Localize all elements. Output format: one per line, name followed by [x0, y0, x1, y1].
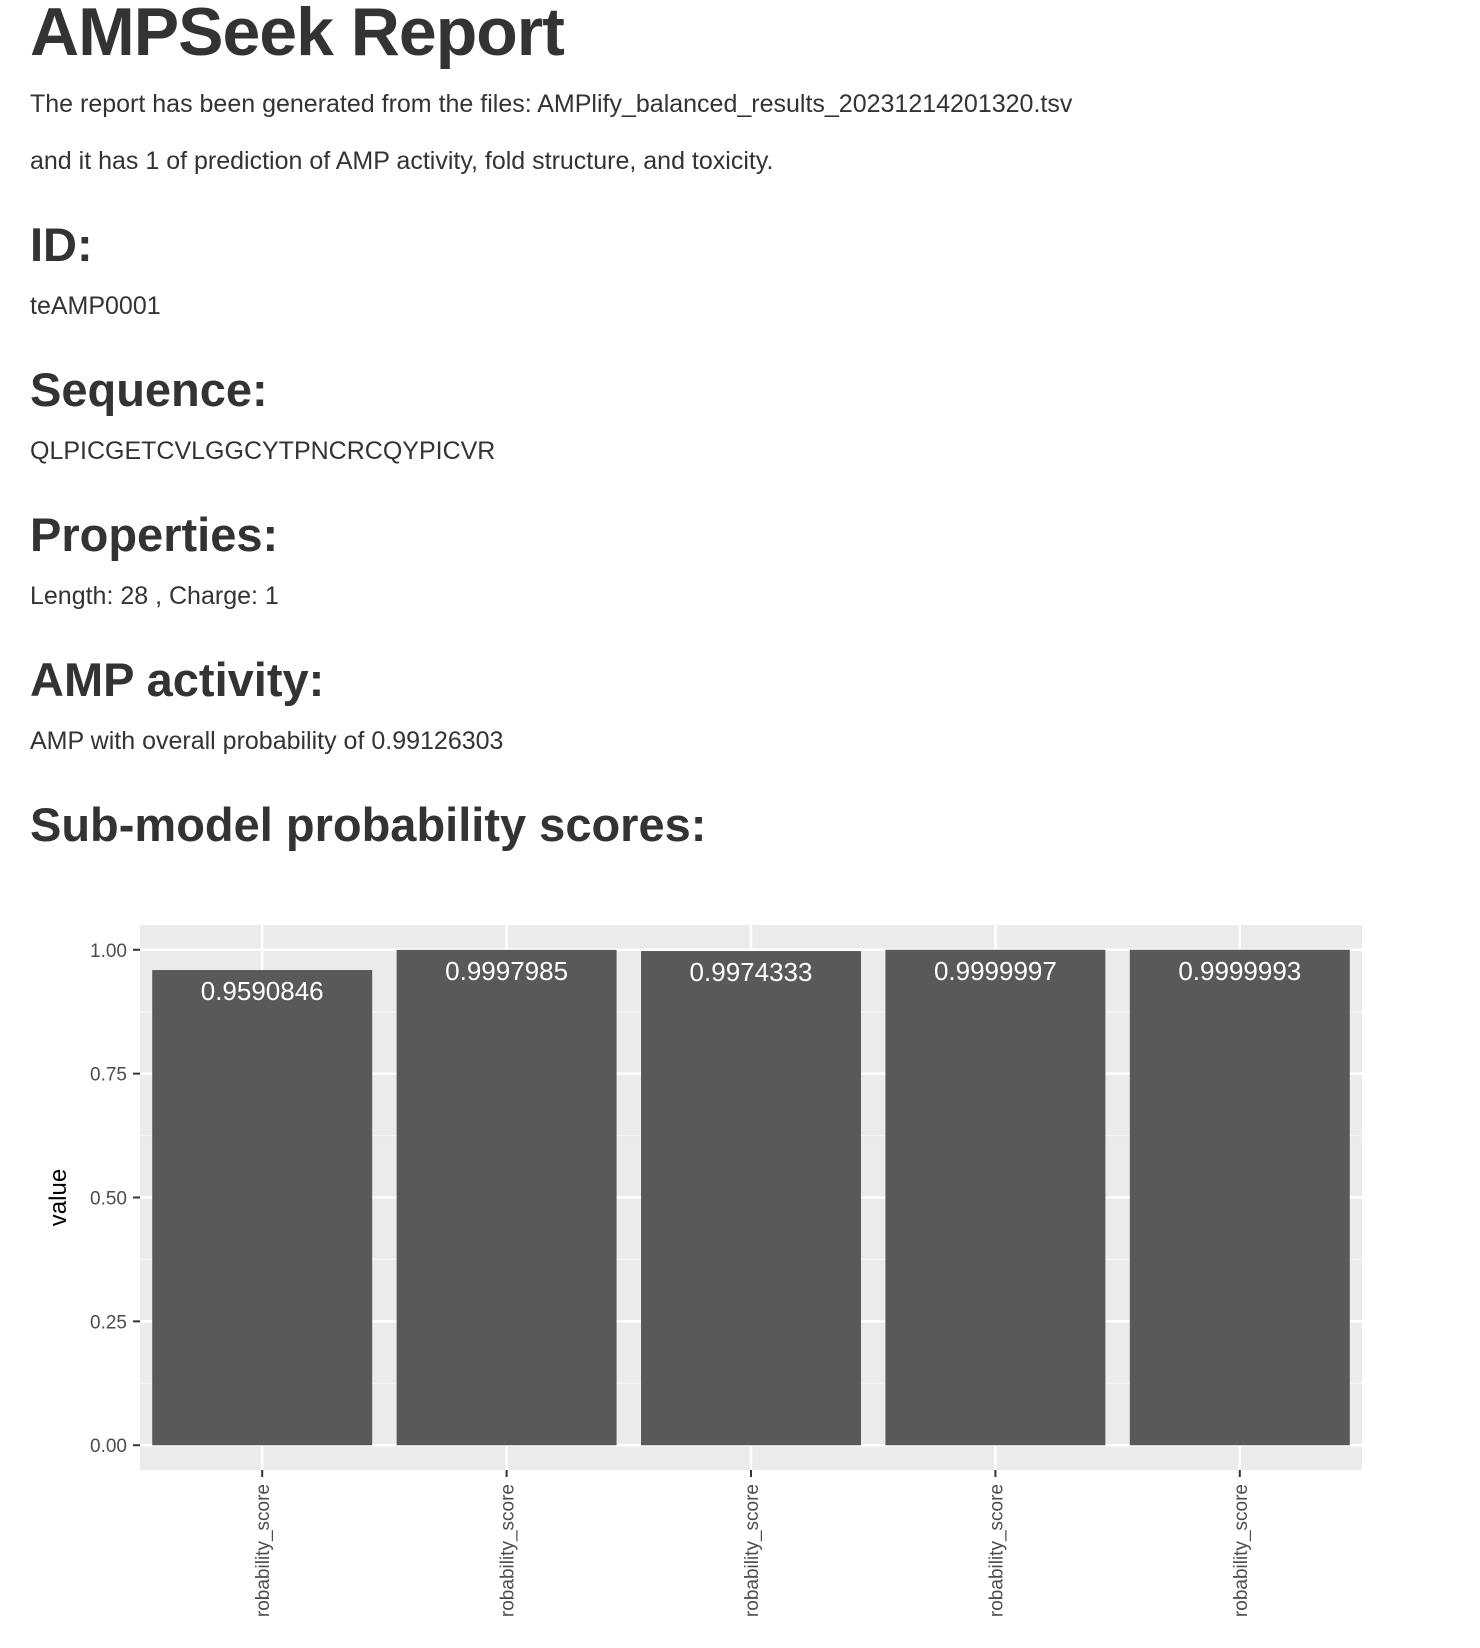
x-tick-label: robability_score	[1231, 1484, 1252, 1617]
bar-value-label: 0.9590846	[201, 976, 324, 1006]
bar-value-label: 0.9997985	[445, 956, 568, 986]
bar	[641, 951, 861, 1446]
x-tick-label: robability_score	[253, 1484, 274, 1617]
bar	[1129, 949, 1350, 1446]
bar-value-label: 0.9999997	[934, 956, 1057, 986]
report-intro-summary: and it has 1 of prediction of AMP activi…	[30, 147, 774, 175]
properties-value: Length: 28 , Charge: 1	[30, 582, 279, 610]
y-tick-label: 0.50	[90, 1189, 127, 1210]
amp-activity-heading: AMP activity:	[30, 653, 325, 706]
bar-value-label: 0.9999993	[1178, 956, 1301, 986]
y-tick-label: 0.00	[90, 1436, 127, 1457]
x-tick-label: robability_score	[742, 1484, 763, 1617]
sequence-heading: Sequence:	[30, 363, 268, 416]
chart-bar-labels: 0.9590846 0.9997985 0.9974333 0.9999997 0.99…	[201, 956, 1302, 1006]
y-tick-label: 0.25	[90, 1312, 127, 1333]
properties-heading: Properties:	[30, 508, 279, 561]
bar	[152, 970, 373, 1446]
y-axis-label: value	[45, 1169, 72, 1226]
x-tick-label: robability_score	[986, 1484, 1007, 1617]
bar	[396, 949, 617, 1446]
submodel-heading: Sub-model probability scores:	[30, 798, 707, 851]
id-value: teAMP0001	[30, 292, 161, 320]
y-tick-label: 1.00	[90, 941, 127, 962]
chart-x-axis: robability_score robability_score robabili…	[253, 1470, 1252, 1617]
sequence-value: QLPICGETCVLGGCYTPNCRCQYPICVR	[30, 437, 496, 465]
bar-value-label: 0.9974333	[690, 957, 813, 987]
report-intro-files: The report has been generated from the f…	[30, 90, 1073, 118]
x-tick-label: robability_score	[498, 1484, 519, 1617]
report-title: AMPSeek Report	[30, 0, 565, 70]
amp-activity-value: AMP with overall probability of 0.991263…	[30, 727, 504, 755]
y-tick-label: 0.75	[90, 1065, 127, 1086]
chart-bars	[152, 949, 1350, 1446]
bar	[885, 949, 1106, 1446]
id-heading: ID:	[30, 218, 93, 271]
chart-y-axis: 0.00 0.25 0.50 0.75 1.00	[90, 941, 140, 1457]
